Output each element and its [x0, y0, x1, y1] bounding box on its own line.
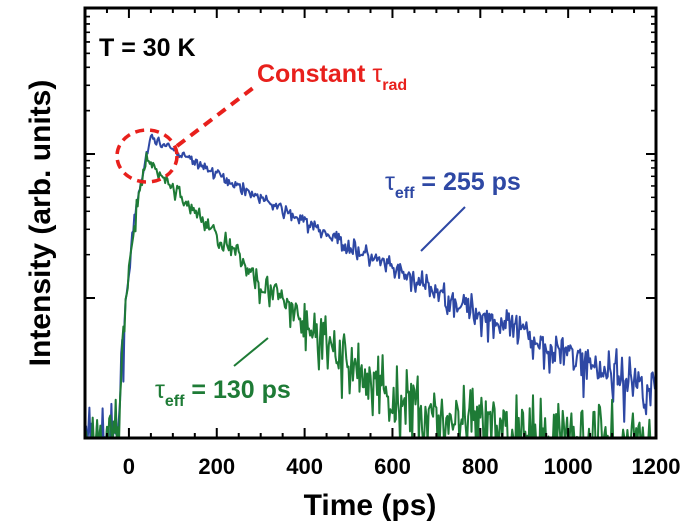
x-tick-label: 800 [462, 454, 499, 479]
series-1-leader-line [420, 206, 466, 252]
series-2-leader-line [233, 337, 269, 367]
y-axis-ticks [85, 15, 656, 299]
series-1-line [85, 133, 656, 438]
series-1-label: τeff = 255 ps [385, 168, 521, 202]
x-axis-tick-labels: 0 200 400 600 800 1000 1200 [123, 454, 681, 479]
annotation-circle [115, 128, 179, 184]
series-1-symbol: τ [385, 168, 395, 196]
temperature-label: T = 30 K [99, 34, 196, 62]
y-axis-label: Intensity (arb. units) [24, 80, 57, 367]
x-tick-label: 600 [374, 454, 411, 479]
x-tick-label: 400 [286, 454, 323, 479]
x-tick-label: 0 [123, 454, 135, 479]
series-1-value: = 255 ps [414, 168, 520, 196]
x-tick-label: 1200 [632, 454, 681, 479]
x-tick-label: 200 [198, 454, 235, 479]
x-axis-ticks [84, 8, 657, 438]
x-axis-label: Time (ps) [304, 489, 437, 522]
annotation-subscript: rad [382, 77, 407, 94]
series-2-symbol: τ [155, 376, 165, 404]
annotation-symbol: τ [372, 60, 382, 88]
series-2-subscript: eff [165, 393, 185, 410]
x-tick-label: 1000 [544, 454, 593, 479]
series-2-line [85, 151, 652, 438]
series-2-value: = 130 ps [184, 376, 290, 404]
annotation-leader-line [175, 86, 255, 148]
series-1-subscript: eff [395, 185, 415, 202]
annotation-label: Constant τrad [257, 60, 407, 94]
series-2-label: τeff = 130 ps [155, 376, 291, 410]
annotation-text: Constant [257, 60, 366, 88]
plot-area [85, 133, 656, 438]
